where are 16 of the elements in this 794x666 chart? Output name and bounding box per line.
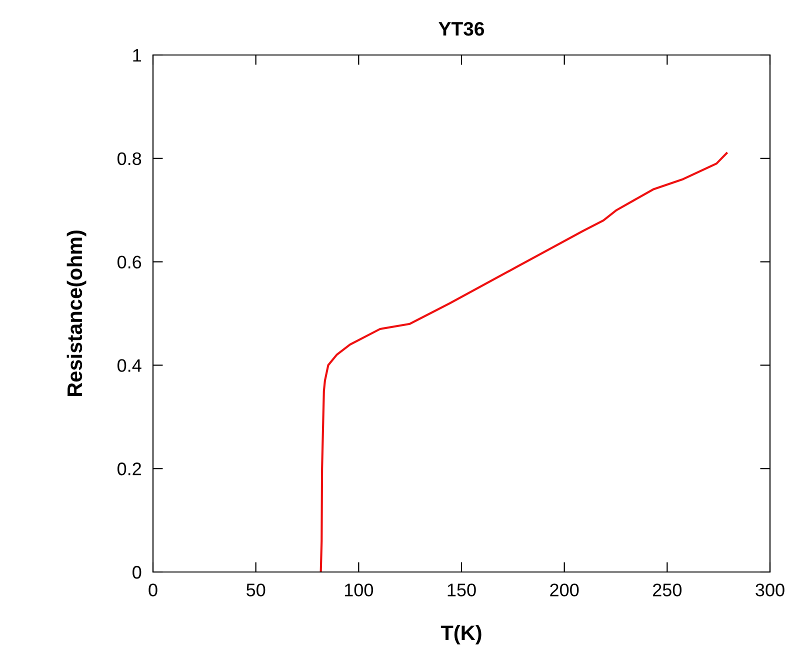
y-tick-label: 1: [133, 49, 142, 62]
x-tick-label: 300: [756, 584, 784, 596]
x-tick-label: 100: [344, 584, 374, 596]
x-tick-label: 200: [550, 584, 579, 596]
x-tick-label: 250: [653, 584, 682, 596]
x-tick-label: 50: [246, 584, 266, 596]
y-tick-label: 0: [132, 566, 142, 579]
x-tick-label: 150: [448, 584, 476, 596]
y-tick-label: 0.2: [117, 462, 141, 476]
x-axis-title: T(K): [440, 624, 482, 644]
y-tick-label: 0.6: [117, 256, 142, 269]
y-tick-label: 0.8: [117, 152, 142, 166]
y-axis-title: Resistance(ohm): [66, 230, 86, 396]
x-tick-label: 0: [148, 584, 158, 596]
chart-title: YT36: [438, 22, 484, 36]
y-tick-label: 0.4: [117, 359, 142, 372]
